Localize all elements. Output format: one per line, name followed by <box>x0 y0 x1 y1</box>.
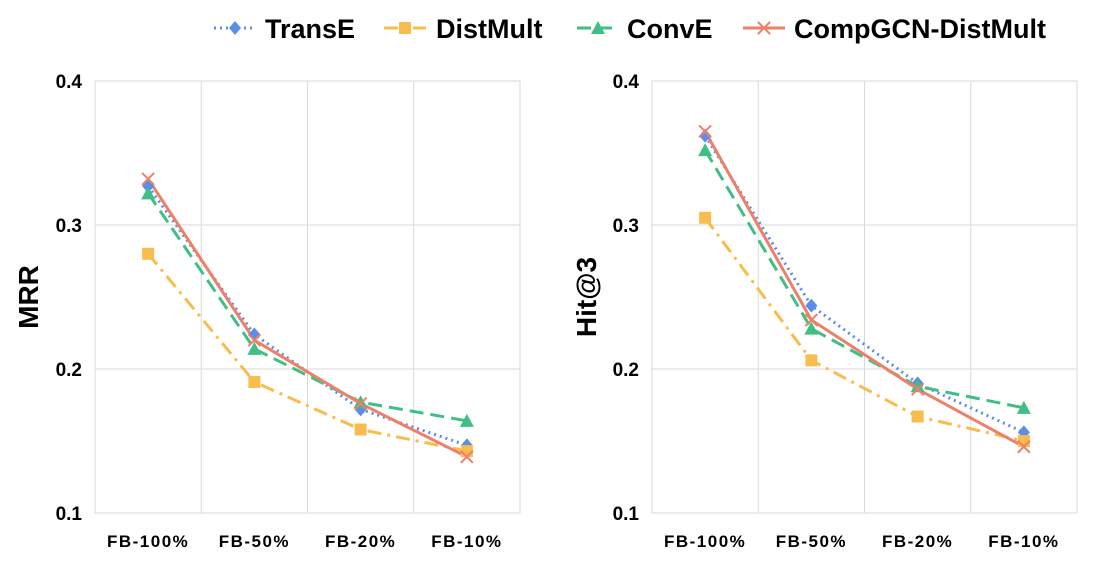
legend-item-transe: TransE <box>214 14 355 44</box>
data-point <box>459 413 474 427</box>
series-distmult <box>703 216 1025 443</box>
legend-marker-triangle <box>591 21 605 34</box>
legend-item-conve: ConvE <box>577 14 713 44</box>
data-point <box>460 450 474 464</box>
data-point <box>805 354 818 367</box>
y-tick-label: 0.4 <box>613 72 640 93</box>
data-point <box>910 382 925 396</box>
x-tick-label: FB-10% <box>431 532 502 551</box>
data-point <box>353 396 368 411</box>
x-tick-label: FB-20% <box>325 532 396 551</box>
series-line <box>146 192 468 423</box>
series-compgcn-distmult <box>703 130 1025 449</box>
series-conve <box>146 192 468 423</box>
data-point <box>248 375 261 388</box>
data-point <box>698 124 712 139</box>
series-line <box>703 216 1025 443</box>
series-transe <box>703 134 1025 434</box>
data-point <box>699 128 712 143</box>
y-tick-label: 0.1 <box>613 504 640 525</box>
legend-item-distmult: DistMult <box>384 14 542 44</box>
legend: TransE DistMult ConvE CompGCN-DistMult <box>214 14 1046 44</box>
data-point <box>698 143 713 157</box>
legend-item-compgcn-distmult: CompGCN-DistMult <box>743 14 1046 44</box>
series-line <box>146 252 468 453</box>
chart-mrr: 0.1 0.2 0.3 0.4 FB-100% FB-50% FB-20% FB-10% MRR <box>13 72 521 551</box>
markers-distmult <box>699 211 1030 447</box>
data-point <box>804 313 819 327</box>
data-point <box>247 333 262 347</box>
data-point <box>353 395 368 409</box>
series-line <box>703 149 1025 410</box>
series-distmult <box>146 252 468 453</box>
markers-conve <box>698 143 1031 414</box>
legend-marker-cross <box>757 21 771 35</box>
data-point <box>1017 440 1031 454</box>
markers-conve <box>141 186 474 427</box>
data-point <box>1016 400 1031 414</box>
markers-compgcn-distmult <box>141 172 474 464</box>
x-tick-label: FB-50% <box>219 532 290 551</box>
data-point <box>354 423 367 436</box>
x-tick-label: FB-100% <box>664 532 746 551</box>
data-point <box>1017 435 1030 447</box>
x-tick-label: FB-100% <box>107 532 189 551</box>
legend-marker-diamond <box>229 21 241 35</box>
series-compgcn-distmult <box>146 178 468 459</box>
x-tick-label: FB-10% <box>988 532 1059 551</box>
y-tick-label: 0.2 <box>56 360 82 381</box>
data-point <box>141 186 156 200</box>
data-point <box>911 410 924 423</box>
y-tick-label: 0.3 <box>56 216 82 237</box>
series-line <box>703 130 1025 449</box>
data-point <box>805 298 818 313</box>
series-conve <box>703 149 1025 410</box>
legend-label: CompGCN-DistMult <box>794 14 1046 44</box>
y-tick-label: 0.2 <box>613 360 639 381</box>
series-line <box>146 178 468 459</box>
data-point <box>910 379 925 393</box>
data-point <box>141 172 155 186</box>
y-axis-label: Hit@3 <box>571 257 602 337</box>
legend-marker-square <box>399 22 411 34</box>
y-tick-label: 0.4 <box>56 72 83 93</box>
data-point <box>460 445 473 458</box>
y-tick-label: 0.3 <box>613 216 639 237</box>
legend-label: TransE <box>265 14 355 44</box>
data-point <box>699 211 712 224</box>
data-point <box>804 321 819 335</box>
data-point <box>247 341 262 355</box>
series-line <box>703 134 1025 434</box>
legend-label: DistMult <box>436 14 542 44</box>
x-tick-label: FB-50% <box>776 532 847 551</box>
chart-hit3: 0.1 0.2 0.3 0.4 FB-100% FB-50% FB-20% FB-10% Hit… <box>571 72 1078 551</box>
data-point <box>142 247 155 260</box>
markers-compgcn-distmult <box>698 124 1031 454</box>
y-axis-label: MRR <box>13 265 44 329</box>
legend-label: ConvE <box>627 14 713 44</box>
x-tick-label: FB-20% <box>882 532 953 551</box>
y-tick-label: 0.1 <box>56 504 83 525</box>
